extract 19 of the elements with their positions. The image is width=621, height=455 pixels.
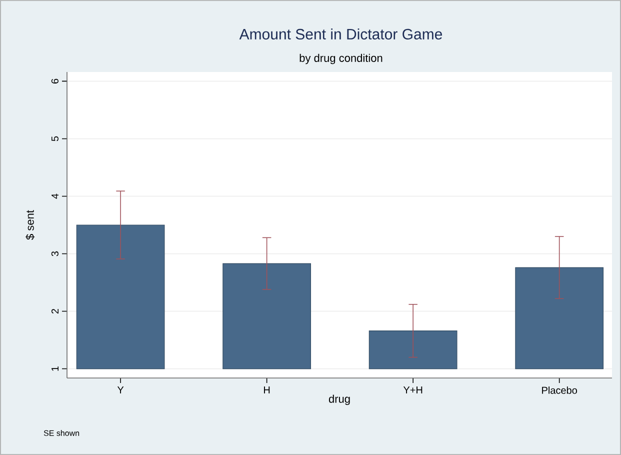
x-tick-label: Y+H [403,386,422,394]
bar [76,224,165,370]
x-axis-title: drug [328,394,350,405]
bar [222,263,311,370]
text: SE shown [44,430,80,436]
bar [515,267,604,370]
x-tick-label: Y [117,386,124,394]
chart-title: Amount Sent in Dictator Game [239,28,442,40]
y-tick-label: 2 [51,308,58,314]
y-tick-label: 3 [51,251,58,256]
chart-subtitle: by drug condition [300,54,382,64]
y-tick-label: 6 [51,78,58,84]
y-tick-label: 5 [51,136,58,142]
bar [368,330,458,370]
y-tick-label: 4 [52,194,58,199]
x-tick-label: H [264,386,270,394]
x-tick-label: Placebo [542,386,577,394]
y-axis-title: $ sent [26,210,35,240]
y-tick-label: 1 [52,366,58,371]
